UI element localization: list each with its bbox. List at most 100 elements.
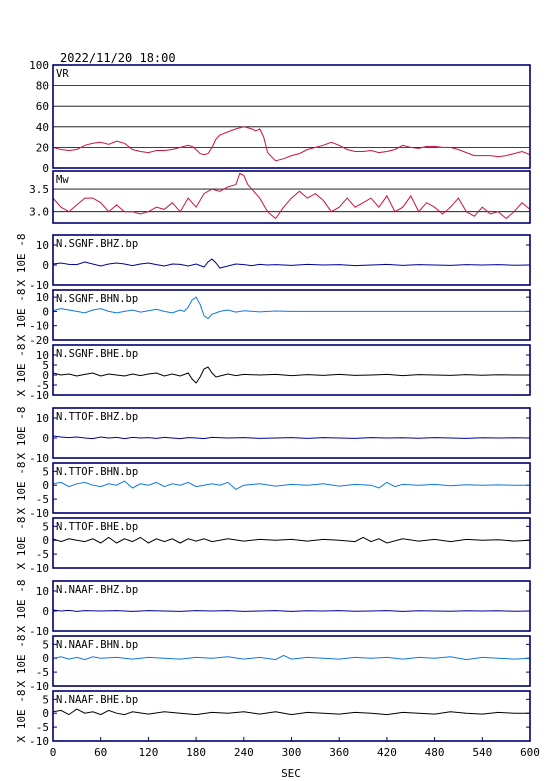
panel-label: VR — [56, 68, 69, 80]
x-tick-label: 180 — [186, 746, 206, 759]
y-tick-label: 5 — [42, 638, 49, 651]
panel-frame — [52, 289, 531, 341]
y-tick-label: -10 — [29, 279, 49, 292]
y-tick-label: -20 — [29, 334, 49, 347]
y-tick-label: 60 — [36, 100, 49, 113]
y-tick-label: 3.5 — [29, 183, 49, 196]
y-tick-label: -5 — [36, 493, 49, 506]
y-tick-label: 0 — [42, 707, 49, 720]
y-tick-label: -10 — [29, 680, 49, 693]
panel-frame — [52, 635, 531, 687]
series-line — [53, 366, 530, 384]
y-tick-label: 0 — [42, 479, 49, 492]
panel-frame — [52, 234, 531, 286]
x-tick-label: 420 — [377, 746, 397, 759]
panel-3: -20-10 010 N.SGNF.BHN.bp X 10E -8 — [15, 289, 531, 347]
y-tick-label: 10 — [36, 412, 49, 425]
y-tick-label: 0 — [42, 259, 49, 272]
panel-2: -10 0 10 N.SGNF.BHZ.bp X 10E -8 — [15, 234, 531, 292]
series-line — [53, 126, 530, 162]
y-tick-label: 10 — [36, 291, 49, 304]
y-tick-label: 5 — [42, 693, 49, 706]
y-tick-label: 80 — [36, 80, 49, 93]
y-tick-label: -10 — [29, 507, 49, 520]
x-tick-label: 300 — [282, 746, 302, 759]
y-axis-unit-label: X 10E -8 — [15, 580, 28, 633]
series-line — [53, 480, 530, 491]
y-axis-unit-label: X 10E -8 — [15, 462, 28, 515]
y-tick-label: -10 — [29, 452, 49, 465]
series-line — [53, 258, 530, 269]
y-tick-label: -10 — [29, 389, 49, 402]
panel-9: -10-505 N.NAAF.BHN.bp X 10E -8 — [15, 635, 531, 693]
x-axis-label: SEC — [281, 767, 301, 780]
panel-label: N.SGNF.BHN.bp — [56, 293, 138, 305]
series-line — [53, 536, 530, 544]
x-tick-label: 240 — [234, 746, 254, 759]
panel-label: N.TTOF.BHN.bp — [56, 466, 138, 478]
x-tick-label: 600 — [520, 746, 540, 759]
panel-frame — [52, 344, 531, 396]
series-line — [53, 172, 530, 220]
x-tick-label: 480 — [425, 746, 445, 759]
panel-frame — [52, 462, 531, 514]
panel-frame — [52, 517, 531, 569]
panel-label: Mw — [56, 174, 69, 186]
y-tick-label: -10 — [29, 625, 49, 638]
y-tick-label: 20 — [36, 141, 49, 154]
y-tick-label: 10 — [36, 349, 49, 362]
y-tick-label: 100 — [29, 59, 49, 72]
panel-label: N.TTOF.BHZ.bp — [56, 411, 138, 423]
y-tick-label: 40 — [36, 121, 49, 134]
x-tick-label: 0 — [50, 746, 57, 759]
y-tick-label: -10 — [29, 735, 49, 748]
panel-label: N.NAAF.BHZ.bp — [56, 584, 138, 596]
panel-1: 3.0 3.5 Mw — [29, 170, 531, 224]
x-axis: 0 60 120 180 240 300 360 420 480 540 600 — [50, 737, 540, 759]
y-axis-unit-label: X 10E -8 — [15, 517, 28, 570]
y-tick-label: 0 — [42, 605, 49, 618]
x-tick-label: 120 — [138, 746, 158, 759]
y-tick-label: 10 — [36, 585, 49, 598]
y-tick-label: 0 — [42, 305, 49, 318]
y-axis-unit-label: X 10E -8 — [15, 635, 28, 688]
y-tick-label: -10 — [29, 320, 49, 333]
panel-10: -10-505 N.NAAF.BHE.bp X 10E -8 — [15, 690, 531, 748]
panel-5: -10 0 10 N.TTOF.BHZ.bp X 10E -8 — [15, 407, 531, 465]
y-tick-label: 0 — [42, 432, 49, 445]
y-axis-unit-label: X 10E -8 — [15, 289, 28, 342]
panel-0: 0 20 40 60 80 100 VR — [29, 59, 531, 175]
y-tick-label: 0 — [42, 534, 49, 547]
panel-label: N.NAAF.BHE.bp — [56, 694, 138, 706]
panel-label: N.TTOF.BHE.bp — [56, 521, 138, 533]
series-line — [53, 435, 530, 440]
y-tick-label: 0 — [42, 652, 49, 665]
panel-frame — [52, 64, 531, 169]
series-line — [53, 609, 530, 612]
panel-label: N.SGNF.BHE.bp — [56, 348, 138, 360]
y-tick-label: 5 — [42, 520, 49, 533]
x-tick-label: 360 — [329, 746, 349, 759]
y-axis-unit-label: X 10E -8 — [15, 407, 28, 460]
panel-label: N.SGNF.BHZ.bp — [56, 238, 138, 250]
y-axis-unit-label: X 10E -8 — [15, 344, 28, 397]
y-tick-label: 0 — [42, 369, 49, 382]
y-tick-label: -5 — [36, 548, 49, 561]
y-tick-label: 3.0 — [29, 206, 49, 219]
y-axis-unit-label: X 10E -8 — [15, 690, 28, 743]
y-tick-label: -5 — [36, 666, 49, 679]
y-tick-label: 5 — [42, 465, 49, 478]
series-line — [53, 654, 530, 661]
figure-title: 2022/11/20 18:00 — [60, 51, 176, 65]
y-tick-label: 10 — [36, 239, 49, 252]
y-tick-label: -5 — [36, 379, 49, 392]
panel-frame — [52, 580, 531, 632]
panel-frame — [52, 407, 531, 459]
series-line — [53, 296, 530, 320]
x-tick-label: 60 — [94, 746, 107, 759]
x-tick-label: 540 — [472, 746, 492, 759]
panel-7: -10-505 N.TTOF.BHE.bp X 10E -8 — [15, 517, 531, 575]
